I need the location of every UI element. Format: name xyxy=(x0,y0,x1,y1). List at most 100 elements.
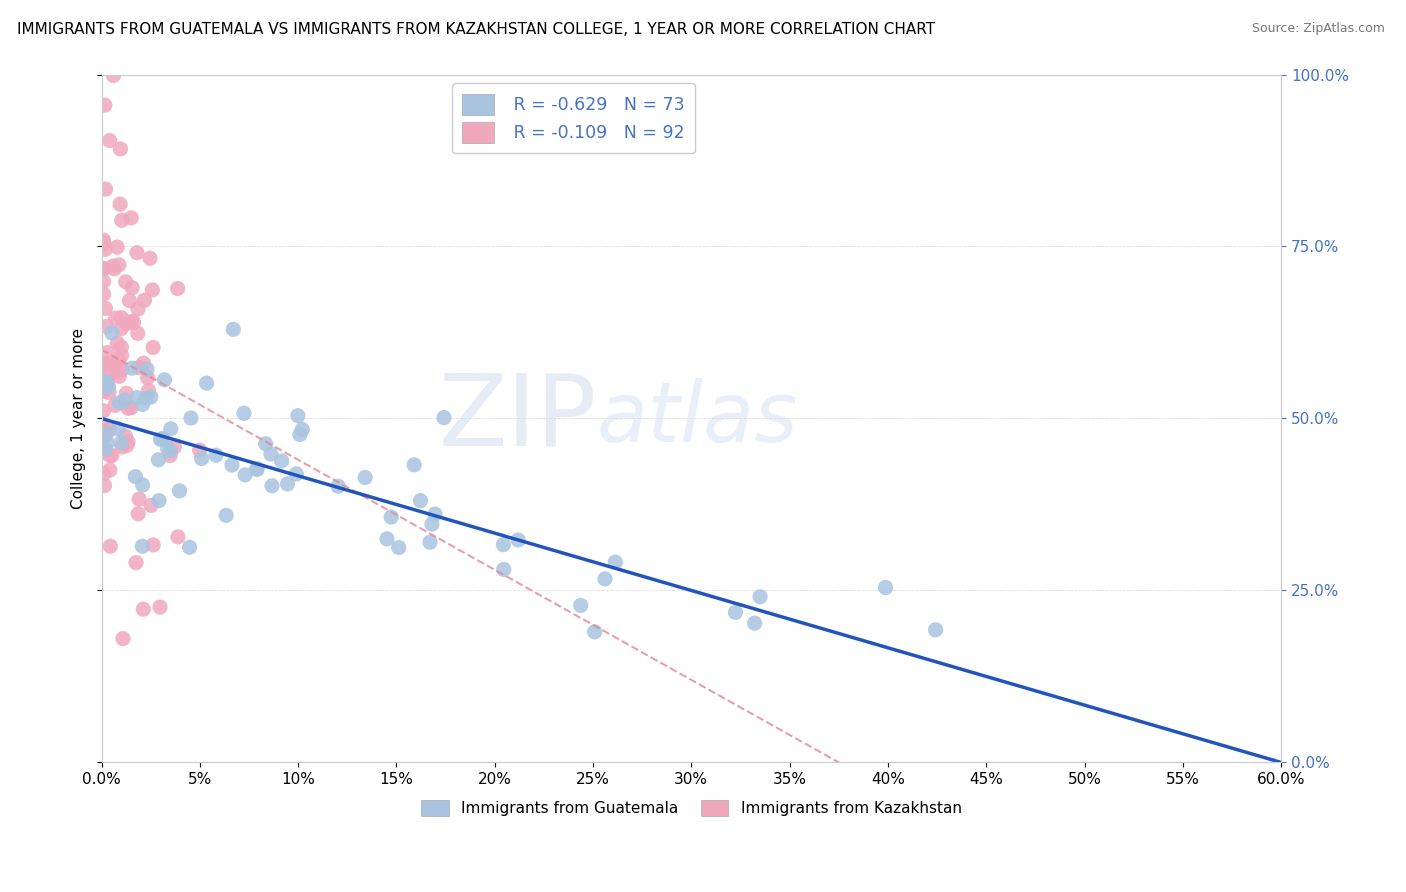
Point xyxy=(326,479,349,493)
Point xyxy=(121,361,143,376)
Point xyxy=(136,362,159,376)
Point xyxy=(110,340,132,354)
Point xyxy=(246,462,269,476)
Point xyxy=(97,370,120,384)
Point xyxy=(94,428,117,442)
Point xyxy=(96,319,118,334)
Point xyxy=(96,345,118,359)
Point xyxy=(375,532,398,546)
Point xyxy=(93,422,115,436)
Point xyxy=(128,360,150,375)
Point xyxy=(103,259,125,273)
Point xyxy=(127,301,149,316)
Point xyxy=(285,467,308,481)
Point xyxy=(195,376,218,391)
Point xyxy=(107,364,129,378)
Point xyxy=(583,624,606,639)
Point xyxy=(132,602,155,616)
Point xyxy=(508,533,530,547)
Point xyxy=(114,393,136,408)
Text: IMMIGRANTS FROM GUATEMALA VS IMMIGRANTS FROM KAZAKHSTAN COLLEGE, 1 YEAR OR MORE : IMMIGRANTS FROM GUATEMALA VS IMMIGRANTS … xyxy=(17,22,935,37)
Text: Source: ZipAtlas.com: Source: ZipAtlas.com xyxy=(1251,22,1385,36)
Point xyxy=(380,510,402,524)
Point xyxy=(190,451,212,466)
Point xyxy=(93,357,115,371)
Point xyxy=(354,470,377,484)
Point xyxy=(233,467,256,482)
Point xyxy=(117,434,139,449)
Point xyxy=(110,310,132,325)
Point xyxy=(142,341,165,355)
Point xyxy=(93,444,115,458)
Point xyxy=(270,454,292,468)
Point xyxy=(98,463,121,477)
Point xyxy=(93,404,115,418)
Point xyxy=(103,69,125,83)
Point xyxy=(93,426,115,441)
Point xyxy=(492,538,515,552)
Point xyxy=(215,508,238,523)
Point xyxy=(107,422,129,436)
Point xyxy=(180,411,202,425)
Point xyxy=(94,301,117,316)
Point xyxy=(132,356,155,370)
Point xyxy=(569,599,592,613)
Point xyxy=(254,437,277,451)
Point xyxy=(120,314,142,328)
Point xyxy=(260,479,283,493)
Point xyxy=(111,348,134,362)
Point xyxy=(124,469,146,483)
Point xyxy=(115,317,138,331)
Point xyxy=(98,134,121,148)
Point xyxy=(97,356,120,370)
Text: ZIP: ZIP xyxy=(439,370,598,467)
Point xyxy=(139,499,162,513)
Point xyxy=(110,322,132,336)
Point xyxy=(169,483,191,498)
Point xyxy=(159,443,181,458)
Point xyxy=(492,562,515,576)
Point xyxy=(148,493,170,508)
Point xyxy=(233,406,256,420)
Point xyxy=(94,98,117,112)
Point xyxy=(724,605,747,619)
Point xyxy=(121,281,143,295)
Point xyxy=(163,440,186,454)
Point xyxy=(744,616,766,631)
Point xyxy=(419,535,441,549)
Point xyxy=(246,461,269,475)
Point xyxy=(159,422,181,436)
Point xyxy=(167,530,190,544)
Point xyxy=(142,538,165,552)
Point xyxy=(108,369,131,384)
Point xyxy=(104,398,127,412)
Point xyxy=(222,322,245,336)
Point xyxy=(127,507,149,521)
Point xyxy=(125,556,148,570)
Point xyxy=(101,359,124,373)
Point xyxy=(139,252,162,266)
Point xyxy=(593,572,616,586)
Point xyxy=(93,233,115,247)
Point xyxy=(98,539,121,553)
Point xyxy=(420,517,443,532)
Point xyxy=(118,293,141,308)
Point xyxy=(404,458,426,472)
Point xyxy=(98,423,121,437)
Legend: Immigrants from Guatemala, Immigrants from Kazakhstan: Immigrants from Guatemala, Immigrants fr… xyxy=(413,792,969,823)
Point xyxy=(101,449,124,463)
Point xyxy=(111,632,134,646)
Point xyxy=(117,401,139,416)
Point xyxy=(924,623,946,637)
Point xyxy=(107,353,129,368)
Point xyxy=(105,240,128,254)
Point xyxy=(135,392,157,406)
Point xyxy=(110,435,132,450)
Point xyxy=(93,478,115,492)
Point xyxy=(188,443,211,458)
Point xyxy=(93,261,115,276)
Point xyxy=(287,409,309,423)
Point xyxy=(156,441,179,455)
Point xyxy=(97,380,120,394)
Point xyxy=(409,493,432,508)
